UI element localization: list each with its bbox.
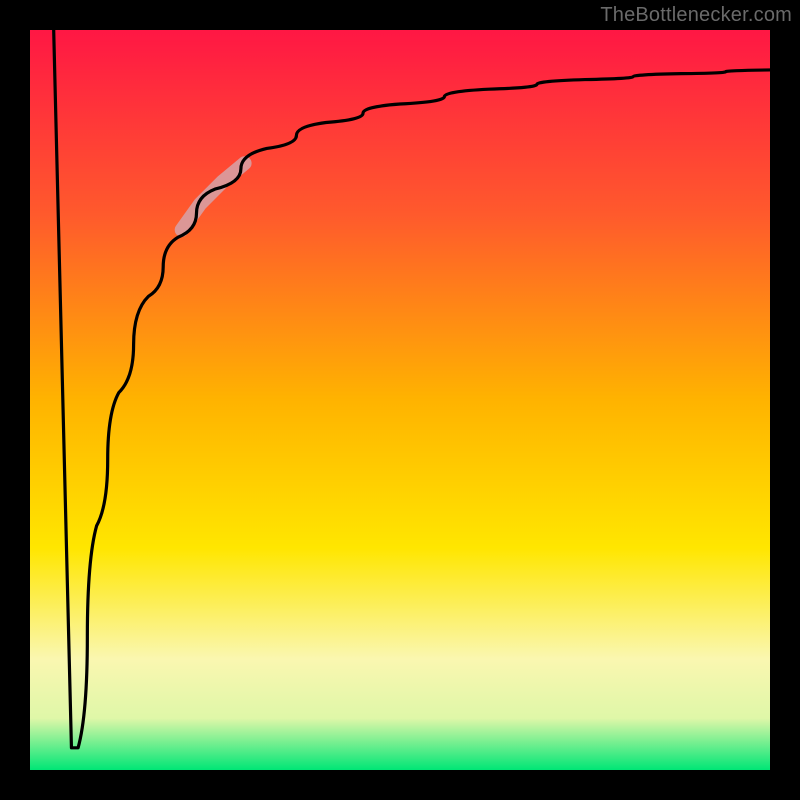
attribution-text: TheBottlenecker.com [600, 4, 792, 27]
chart-background [30, 30, 770, 770]
chart-root: TheBottlenecker.com [0, 0, 800, 800]
bottleneck-chart [0, 0, 800, 800]
